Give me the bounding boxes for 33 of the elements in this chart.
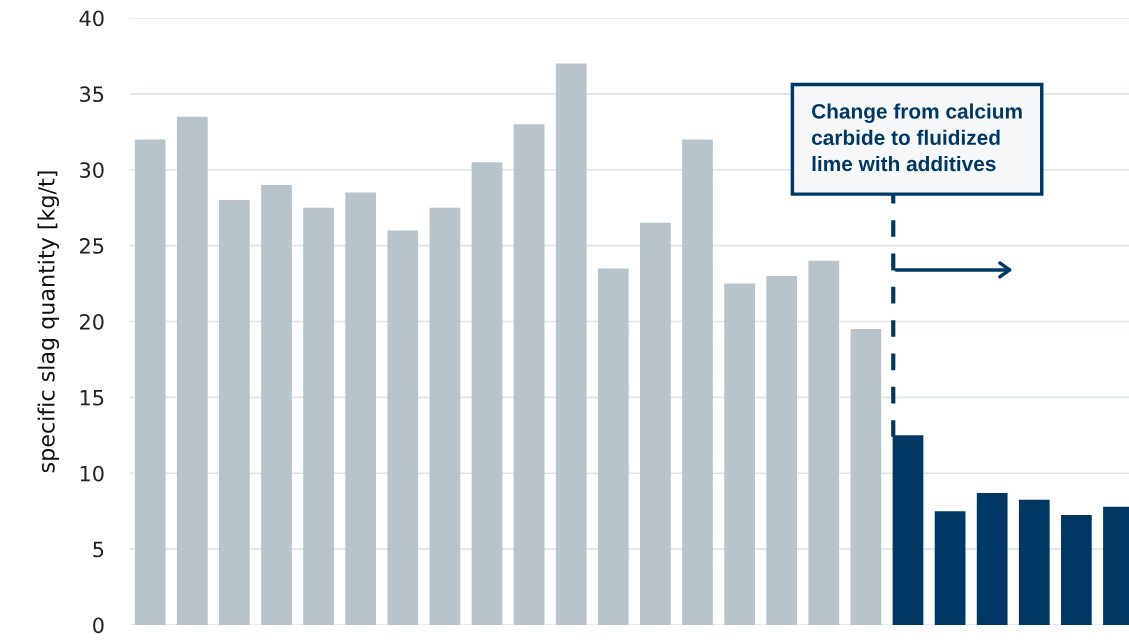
y-tick-label: 15 <box>80 390 104 406</box>
y-tick-label: 0 <box>93 617 104 634</box>
bar <box>471 162 503 625</box>
bar <box>387 230 419 625</box>
bar <box>934 511 966 625</box>
y-tick-label: 40 <box>79 10 104 27</box>
bar <box>1061 514 1092 625</box>
bar <box>850 329 882 625</box>
bar <box>261 184 292 625</box>
bar <box>597 268 629 625</box>
y-tick-label: 25 <box>80 238 104 254</box>
y-tick-label: 35 <box>80 86 104 103</box>
bar <box>176 116 208 625</box>
bar <box>513 124 545 625</box>
bar <box>808 260 840 625</box>
bar <box>134 139 166 625</box>
bar <box>976 492 1008 625</box>
bar <box>724 283 755 625</box>
bar <box>345 192 377 625</box>
bar <box>303 207 334 625</box>
y-tick-label: 10 <box>80 465 104 482</box>
bar <box>640 222 671 625</box>
bar <box>555 63 587 625</box>
bar <box>219 200 250 625</box>
y-tick-label: 30 <box>80 162 104 178</box>
bar <box>766 275 798 625</box>
annotation: Change from calcium carbide to fluidized lime with additives <box>811 103 1022 172</box>
y-tick-label: 5 <box>93 541 104 558</box>
y-tick-label: 20 <box>80 313 104 330</box>
bar <box>429 207 461 625</box>
y-axis-title: specific slag quantity [kg/t] <box>37 171 60 473</box>
bar <box>682 139 713 625</box>
bar <box>1018 499 1050 625</box>
